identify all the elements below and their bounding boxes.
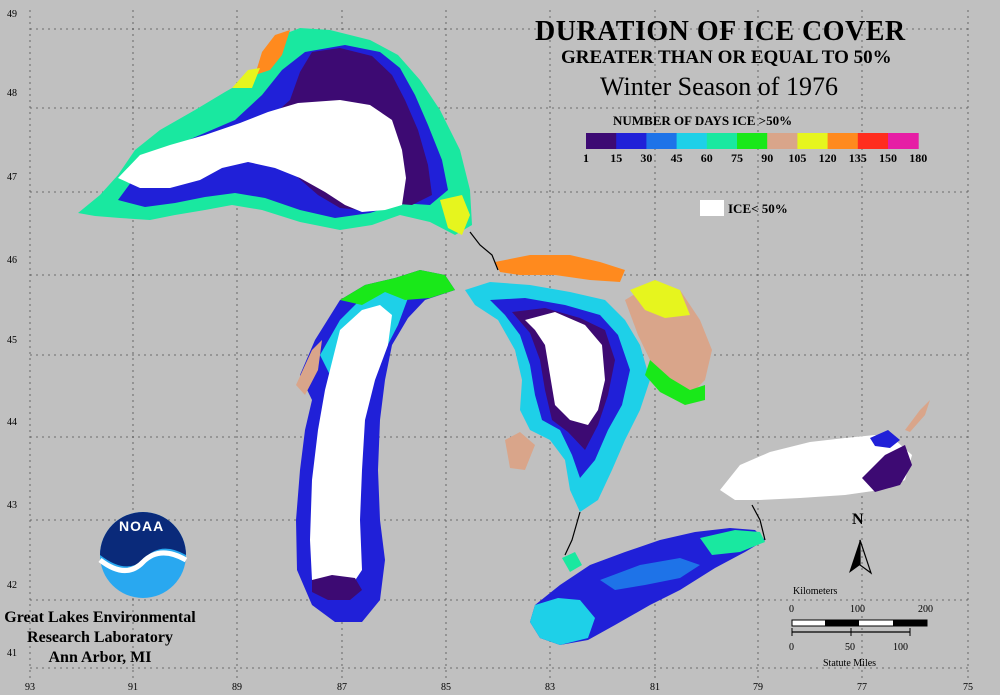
longitude-label: 75 (963, 682, 973, 693)
legend-swatch (827, 133, 859, 149)
longitude-label: 77 (857, 682, 867, 693)
legend-swatch (767, 133, 798, 149)
connecting-channels (469, 231, 766, 556)
superior-north-shore (255, 30, 290, 75)
longitude-label: 91 (128, 682, 138, 693)
scale-km-label: Kilometers (793, 586, 838, 597)
scale-km-tick-200: 200 (918, 604, 933, 615)
map-title: DURATION OF ICE COVER (535, 16, 906, 47)
legend-swatch (888, 133, 919, 149)
georgian-bay-yellow (630, 280, 690, 318)
latitude-label: 48 (7, 88, 17, 99)
scale-bar (791, 619, 928, 636)
north-channel (495, 255, 625, 282)
legend-swatch (706, 133, 738, 149)
lake-ontario (720, 400, 930, 500)
legend-tick-label: 75 (731, 151, 743, 165)
north-arrow-right (859, 539, 873, 575)
noaa-logo (98, 512, 188, 598)
st-lawrence (905, 400, 930, 432)
lake-st-clair (562, 552, 582, 572)
lake-michigan (296, 270, 455, 622)
legend-swatch (737, 133, 768, 149)
michigan-ice-free (310, 305, 392, 590)
legend-tick-label: 135 (848, 151, 867, 165)
latitude-label: 41 (7, 648, 17, 659)
scale-mi-tick-0: 0 (789, 642, 794, 653)
legend-tick-label: 30 (640, 151, 653, 165)
scale-mi-tick-50: 50 (845, 642, 855, 653)
credit-line-3: Ann Arbor, MI (48, 649, 152, 666)
michigan-green-zone (340, 270, 455, 305)
legend-tick-label: 180 (909, 151, 928, 165)
legend-tick-label: 60 (700, 151, 713, 165)
longitude-label: 85 (441, 682, 451, 693)
latitude-label: 49 (7, 9, 17, 20)
legend-color-bar (586, 133, 919, 149)
saginaw-bay (505, 432, 535, 470)
longitude-label: 81 (650, 682, 660, 693)
georgian-bay-green (645, 360, 705, 405)
legend-heading: NUMBER OF DAYS ICE >50% (613, 113, 793, 128)
latitude-label: 43 (7, 500, 17, 511)
noaa-logo-wave (98, 550, 188, 573)
erie-central-band (600, 558, 700, 590)
ontario-ice-free (720, 435, 912, 500)
legend-swatch (676, 133, 708, 149)
longitude-label: 93 (25, 682, 35, 693)
latitude-label: 47 (7, 172, 17, 183)
latitude-label: 46 (7, 255, 17, 266)
map-season: Winter Season of 1976 (600, 72, 838, 101)
longitude-label: 79 (753, 682, 763, 693)
legend-swatch (646, 133, 678, 149)
latitude-label: 42 (7, 580, 17, 591)
ice-free-label: ICE< 50% (728, 201, 788, 216)
legend-swatch (616, 133, 647, 149)
legend-tick-label: 120 (818, 151, 837, 165)
ontario-east-blue (870, 430, 900, 448)
legend-swatch (586, 133, 617, 149)
legend-tick-label: 1 (583, 151, 589, 165)
credit-line-1: Great Lakes Environmental (4, 609, 196, 626)
lake-superior (78, 28, 472, 235)
legend-tick-label: 105 (788, 151, 807, 165)
scale-km-tick-100: 100 (850, 604, 865, 615)
longitude-label: 89 (232, 682, 242, 693)
scale-mi-label: Statute Miles (823, 658, 877, 669)
lake-erie (530, 528, 765, 645)
ontario-east-deep (862, 445, 912, 492)
north-label: N (852, 511, 864, 528)
superior-north-shore-2 (232, 68, 260, 88)
credit-line-2: Research Laboratory (27, 629, 173, 646)
superior-east-shore (440, 195, 470, 235)
erie-west-basin (530, 598, 595, 645)
latitude-label: 44 (7, 417, 17, 428)
superior-ice-free (118, 100, 406, 212)
legend-swatch (797, 133, 829, 149)
legend-swatch (857, 133, 889, 149)
lake-huron (465, 255, 712, 512)
michigan-south-deep (312, 575, 362, 600)
erie-east-basin (700, 530, 765, 555)
north-arrow-left (849, 540, 860, 573)
legend-tick-label: 90 (761, 151, 774, 165)
ice-free-swatch (700, 200, 724, 216)
michigan-tan-shore (296, 340, 322, 395)
north-arrow (849, 539, 873, 575)
noaa-logo-text: NOAA (119, 518, 165, 534)
longitude-label: 83 (545, 682, 555, 693)
legend-tick-label: 45 (670, 151, 683, 165)
georgian-bay-tan (625, 285, 712, 395)
scale-mi-tick-100: 100 (893, 642, 908, 653)
scale-km-tick-0: 0 (789, 604, 794, 615)
longitude-label: 87 (337, 682, 347, 693)
noaa-logo-upper (100, 512, 186, 567)
latitude-label: 45 (7, 335, 17, 346)
legend-tick-label: 15 (610, 151, 623, 165)
huron-ice-free (525, 312, 605, 425)
legend-tick-label: 150 (879, 151, 897, 165)
map-subtitle: GREATER THAN OR EQUAL TO 50% (561, 47, 892, 68)
